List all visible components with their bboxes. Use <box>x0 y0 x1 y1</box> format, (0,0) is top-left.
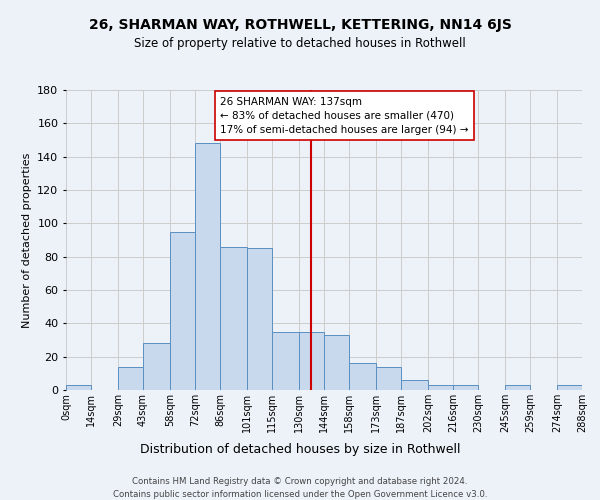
Bar <box>349 364 376 390</box>
Bar <box>272 332 299 390</box>
Bar <box>505 385 530 390</box>
Bar <box>453 385 478 390</box>
Bar <box>557 385 582 390</box>
Y-axis label: Number of detached properties: Number of detached properties <box>22 152 32 328</box>
Text: 26, SHARMAN WAY, ROTHWELL, KETTERING, NN14 6JS: 26, SHARMAN WAY, ROTHWELL, KETTERING, NN… <box>89 18 511 32</box>
Text: Contains HM Land Registry data © Crown copyright and database right 2024.: Contains HM Land Registry data © Crown c… <box>132 478 468 486</box>
Text: 26 SHARMAN WAY: 137sqm
← 83% of detached houses are smaller (470)
17% of semi-de: 26 SHARMAN WAY: 137sqm ← 83% of detached… <box>220 96 469 134</box>
Bar <box>195 144 220 390</box>
Bar <box>401 380 428 390</box>
Text: Distribution of detached houses by size in Rothwell: Distribution of detached houses by size … <box>140 442 460 456</box>
Bar <box>66 385 91 390</box>
Bar <box>170 232 195 390</box>
Bar <box>428 385 453 390</box>
Bar <box>143 344 170 390</box>
Text: Size of property relative to detached houses in Rothwell: Size of property relative to detached ho… <box>134 38 466 51</box>
Bar <box>376 366 401 390</box>
Bar <box>247 248 272 390</box>
Bar <box>324 335 349 390</box>
Text: Contains public sector information licensed under the Open Government Licence v3: Contains public sector information licen… <box>113 490 487 499</box>
Bar <box>118 366 143 390</box>
Bar <box>220 246 247 390</box>
Bar <box>299 332 324 390</box>
